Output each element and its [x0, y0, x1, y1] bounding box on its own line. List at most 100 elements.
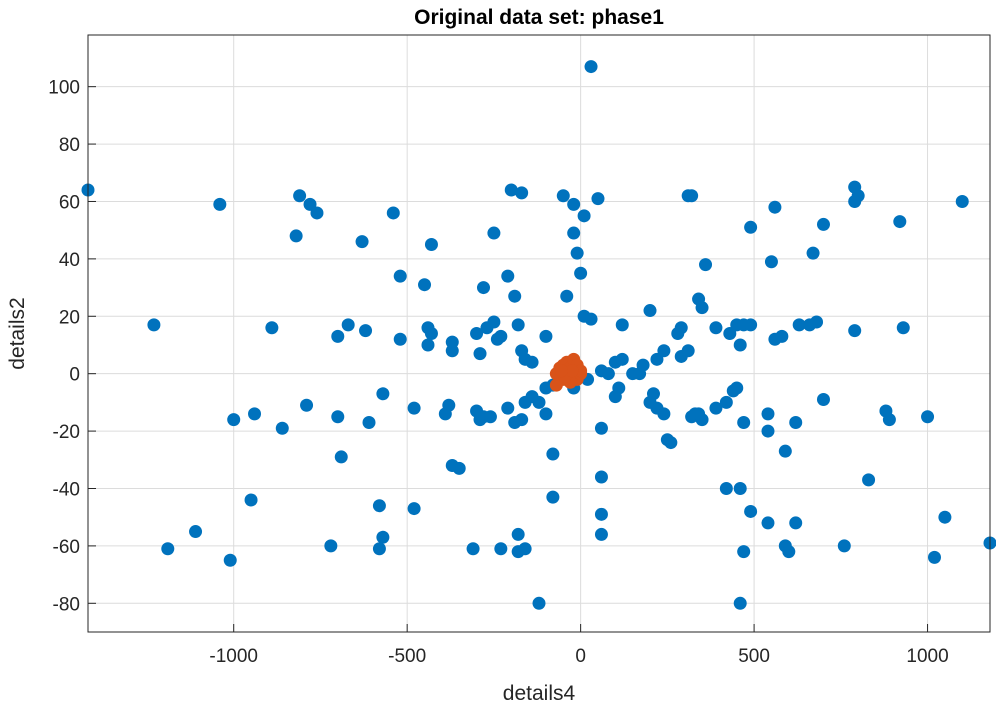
y-tick-label: 20	[59, 307, 80, 328]
series-1-point	[494, 542, 508, 556]
series-1-point	[511, 527, 525, 541]
series-1-point	[227, 413, 241, 427]
tick-labels: -1000 -500 0 500 1000 -80 -60 -40 -20 0 20 40 60 80 10…	[48, 78, 948, 667]
series-1-point	[646, 387, 660, 401]
series-1-point	[570, 246, 584, 260]
series-1-point	[487, 226, 501, 240]
series-1-point	[594, 507, 608, 521]
series-1-point	[494, 329, 508, 343]
series-1-point	[362, 415, 376, 429]
series-1-point	[452, 461, 466, 475]
series-1-point	[577, 209, 591, 223]
series-1-point	[445, 344, 459, 358]
series-1-point	[709, 401, 723, 415]
x-tick-label: 500	[738, 646, 770, 667]
series-1-point	[810, 315, 824, 329]
series-1-point	[567, 197, 581, 211]
series-1-point	[893, 215, 907, 229]
series-1-point	[681, 344, 695, 358]
x-tick-label: 0	[575, 646, 586, 667]
series-1-point	[424, 327, 438, 340]
series-1-point	[657, 344, 671, 358]
x-axis-label: details4	[503, 682, 576, 705]
series-1-point	[372, 542, 386, 556]
series-1-point	[407, 401, 421, 415]
series-1-point	[657, 407, 671, 421]
y-tick-label: -20	[53, 422, 80, 443]
series-1-point	[359, 324, 373, 338]
y-tick-label: -60	[53, 537, 80, 558]
series-1-point	[487, 315, 501, 329]
series-1-point	[546, 490, 560, 504]
series-1-point	[147, 318, 161, 332]
series-1-point	[633, 367, 647, 381]
series-1-point	[560, 289, 574, 303]
series-1-point	[518, 542, 532, 556]
series-1-point	[601, 367, 615, 381]
series-1-point	[744, 318, 758, 332]
series-1-point	[775, 329, 789, 343]
series-1-point	[789, 415, 803, 429]
series-1-point	[508, 289, 522, 303]
series-1-point	[761, 516, 775, 530]
series-1-point	[376, 387, 390, 401]
series-1-point	[733, 596, 747, 610]
series-1-point	[782, 545, 796, 559]
series-1-point	[927, 550, 941, 564]
series-1-point	[594, 470, 608, 484]
series-1-point	[504, 183, 518, 197]
series-1-point	[442, 398, 456, 412]
series-1-point	[816, 217, 830, 231]
series-1-point	[189, 525, 203, 539]
series-2-point	[549, 378, 563, 392]
series-1-point	[685, 189, 699, 203]
series-1-point	[393, 332, 407, 346]
series-1-point	[896, 321, 910, 335]
series-1-point	[837, 539, 851, 553]
series-1-point	[265, 321, 279, 335]
series-1-point	[289, 229, 303, 243]
series-1-point	[483, 410, 497, 424]
series-1-point	[594, 421, 608, 435]
series-1-point	[709, 321, 723, 335]
chart-title: Original data set: phase1	[414, 6, 664, 29]
series-1-point	[213, 197, 227, 211]
series-1-point	[501, 401, 515, 415]
series-1-point	[789, 516, 803, 530]
series-1-point	[699, 258, 713, 272]
series-1-point	[764, 255, 778, 269]
series-1-point	[612, 381, 626, 395]
series-1-point	[511, 318, 525, 332]
y-tick-label: 100	[48, 78, 80, 99]
series-1-point	[761, 424, 775, 438]
series-1-point	[532, 395, 546, 409]
series-1-point	[376, 530, 390, 544]
series-1-point	[244, 493, 258, 507]
series-1-point	[532, 596, 546, 610]
y-tick-label: -80	[53, 594, 80, 615]
series-1-point	[882, 413, 896, 427]
series-1-point	[615, 318, 629, 332]
series-1-point	[424, 238, 438, 252]
series-1-point	[473, 347, 487, 361]
series-1-point	[591, 192, 605, 206]
series-1-point	[584, 312, 598, 326]
y-axis-label: details2	[6, 297, 29, 369]
series-1-point	[744, 504, 758, 518]
x-tick-label: -500	[388, 646, 426, 667]
plot-area-frame	[87, 34, 991, 633]
series-1-point	[355, 235, 369, 249]
series-1-point	[719, 481, 733, 495]
series-1-point	[501, 269, 515, 283]
series-1-point	[525, 355, 539, 369]
series-1-point	[539, 407, 553, 421]
series-1-point	[862, 473, 876, 487]
series-1-point	[938, 510, 952, 524]
series-1-point	[848, 194, 862, 208]
y-tick-label: 40	[59, 250, 80, 271]
series-1-point	[650, 352, 664, 366]
series-1-point	[643, 304, 657, 318]
series-1-point	[921, 410, 935, 424]
x-tick-label: 1000	[906, 646, 948, 667]
series-1-point	[248, 407, 262, 421]
